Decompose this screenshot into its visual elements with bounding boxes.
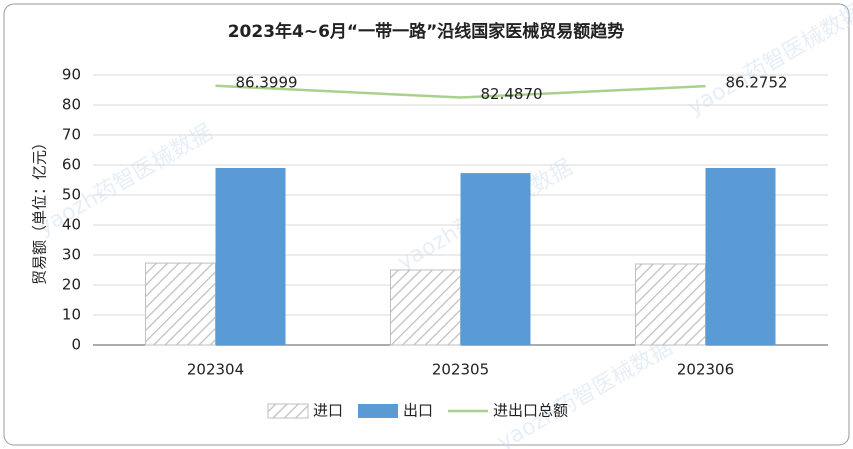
legend-label: 进口 (313, 402, 343, 420)
y-tick-label: 60 (62, 156, 81, 174)
data-label: 86.3999 (236, 73, 298, 91)
x-tick-label: 202304 (187, 361, 244, 379)
bar (390, 269, 461, 346)
y-tick-label: 80 (62, 96, 81, 114)
y-tick-label: 50 (62, 186, 81, 204)
x-tick-label: 202306 (677, 361, 734, 379)
x-tick-label: 202305 (432, 361, 489, 379)
bar (215, 168, 286, 345)
line (215, 84, 706, 99)
y-tick-label: 10 (62, 306, 81, 324)
data-label: 82.4870 (481, 85, 543, 103)
legend-label: 进出口总额 (493, 402, 568, 420)
bar (705, 168, 776, 345)
y-tick-label: 70 (62, 126, 81, 144)
y-tick-label: 0 (71, 336, 81, 354)
y-tick-label: 40 (62, 216, 81, 234)
data-label: 86.2752 (726, 74, 788, 92)
bar (145, 262, 216, 346)
legend-swatch (267, 403, 309, 419)
y-tick-label: 20 (62, 276, 81, 294)
bar (460, 173, 531, 345)
y-axis-label: 贸易额（单位：亿元） (31, 135, 49, 285)
legend-swatch (358, 404, 399, 418)
bar (635, 263, 706, 346)
legend-label: 出口 (403, 402, 433, 420)
chart-title: 2023年4~6月“一带一路”沿线国家医械贸易额趋势 (228, 21, 625, 42)
y-tick-label: 90 (62, 66, 81, 84)
y-tick-label: 30 (62, 246, 81, 264)
